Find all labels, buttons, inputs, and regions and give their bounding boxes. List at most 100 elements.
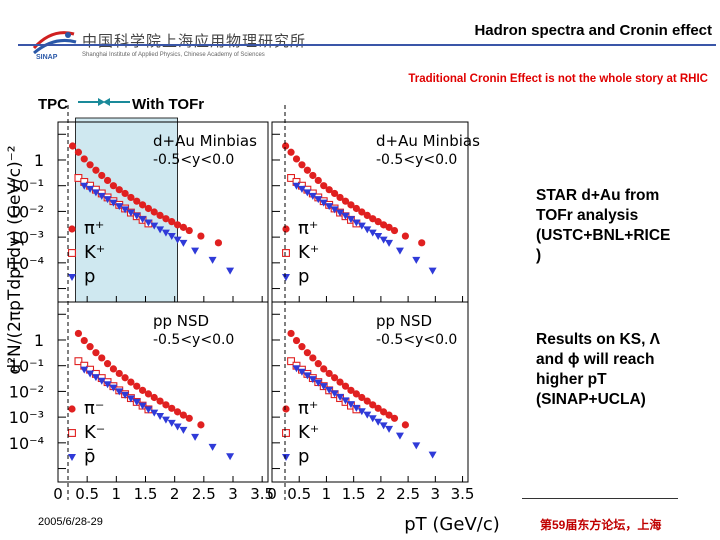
data-point-top-right-s2 [352,219,361,227]
panel-label-rapidity: -0.5<y<0.0 [153,152,234,168]
data-point-bottom-right-s0 [314,360,322,368]
data-point-bottom-left-s0 [103,360,112,368]
data-point-top-right-s0 [331,189,339,198]
panel-frame-bottom-left [57,301,269,483]
data-point-top-left-s0 [74,148,83,156]
data-point-bottom-right-s0 [385,411,393,419]
y-tick-label: 10⁻³ [9,228,44,247]
x-tick-label: 0 [267,485,277,503]
arrow-right-icon [78,98,105,106]
legend-label: π⁻ [84,398,104,419]
data-point-top-right-s0 [336,193,344,202]
x-tick-label: 1 [112,485,122,503]
data-point-bottom-left-s2 [97,377,106,385]
data-point-top-right-s0 [292,155,301,163]
data-point-bottom-left-s2 [126,395,135,403]
data-point-top-left-s2 [103,196,112,204]
data-point-bottom-left-s0 [115,369,123,378]
x-tick-label: 1 [322,485,332,503]
data-point-bottom-right-s0 [320,365,328,373]
data-point-top-right-s0 [390,226,399,235]
data-point-bottom-right-s0 [341,382,350,390]
data-point-bottom-right-s2 [385,425,394,433]
x-tick-label: 0 [53,485,63,503]
data-point-bottom-right-s2 [428,451,437,459]
legend-label: K⁻ [84,422,105,443]
data-point-bottom-left-s2 [115,388,124,396]
data-point-bottom-left-s2 [161,416,170,424]
data-point-top-left-s2 [80,182,89,190]
data-point-top-left-s2 [161,229,170,237]
data-point-bottom-right-s0 [390,414,399,422]
data-point-bottom-right-s0 [287,329,295,338]
data-point-bottom-right-s0 [374,404,382,412]
panel-label-system: pp NSD [153,312,209,330]
data-point-top-left-s0 [109,182,118,190]
data-point-top-right-s1 [287,174,296,182]
data-point-bottom-right-s2 [297,368,306,376]
data-point-top-right-s0 [418,239,426,247]
data-point-top-right-s0 [314,176,322,185]
slide-subtitle: Traditional Cronin Effect is not the who… [408,73,708,85]
data-point-bottom-left-s2 [144,406,153,414]
title-underline [18,44,716,46]
data-point-top-left-s0 [214,239,223,247]
legend-marker-bottom-left-2 [68,454,76,461]
panel-label-system: d+Au Minbias [376,132,480,150]
data-point-bottom-left-s0 [179,411,188,419]
legend-label: p [298,446,309,467]
data-point-top-right-s2 [336,209,345,217]
legend-marker-top-left-1 [68,249,76,257]
legend-marker-top-right-2 [282,274,290,281]
data-point-top-left-s0 [162,215,170,223]
data-point-top-left-s0 [121,189,129,198]
data-point-top-right-s2 [374,233,383,241]
data-point-bottom-right-s2 [395,432,404,440]
y-tick-label: 1 [34,151,44,170]
institute-name-cn: 中国科学院上海应用物理研究所 [82,32,307,50]
legend-marker-bottom-right-0 [282,405,290,413]
tofr-label: With TOFr [132,96,205,113]
data-point-top-right-s2 [325,203,334,211]
data-point-top-left-s2 [167,233,176,241]
x-tick-label: 3.5 [451,485,475,503]
data-point-top-left-s0 [98,171,106,180]
y-tick-label: 10⁻³ [9,408,44,427]
data-point-top-left-s2 [191,247,200,255]
data-point-top-right-s0 [385,223,393,231]
legend-label: K⁺ [84,242,105,263]
legend-label: π⁺ [298,218,318,239]
legend-label: p̄ [84,446,95,467]
data-point-top-right-s0 [325,186,333,194]
data-point-bottom-left-s1 [74,357,83,366]
data-point-top-right-s0 [358,208,366,216]
data-point-bottom-right-s0 [358,393,366,402]
data-point-bottom-left-s0 [98,354,106,362]
data-point-bottom-left-s2 [150,409,159,417]
x-tick-label: 1.5 [134,485,158,503]
data-point-top-right-s2 [292,182,301,190]
data-point-top-right-s0 [341,197,350,205]
data-point-top-left-s0 [86,161,94,169]
data-point-bottom-left-s0 [86,343,94,351]
data-point-bottom-right-s2 [346,401,355,409]
data-point-bottom-left-s2 [226,453,235,461]
data-point-bottom-right-s0 [331,374,339,382]
data-point-bottom-right-s0 [363,397,371,405]
data-point-top-left-s2 [144,219,153,227]
data-point-top-left-s2 [97,192,106,200]
data-point-bottom-left-s2 [179,426,188,434]
data-point-top-right-s0 [320,182,328,190]
x-tick-label: 3 [431,485,441,503]
data-point-top-right-s2 [368,229,377,237]
data-point-bottom-left-s0 [133,382,141,390]
data-point-bottom-right-s2 [336,393,345,401]
data-point-bottom-left-s0 [74,329,83,338]
y-tick-label: 10⁻⁴ [9,254,44,273]
data-point-top-right-s0 [363,211,371,219]
data-point-bottom-right-s2 [352,404,361,412]
data-point-bottom-right-s2 [292,365,301,373]
logo-abbreviation: SINAP [36,54,58,61]
data-point-top-left-s0 [168,218,176,226]
